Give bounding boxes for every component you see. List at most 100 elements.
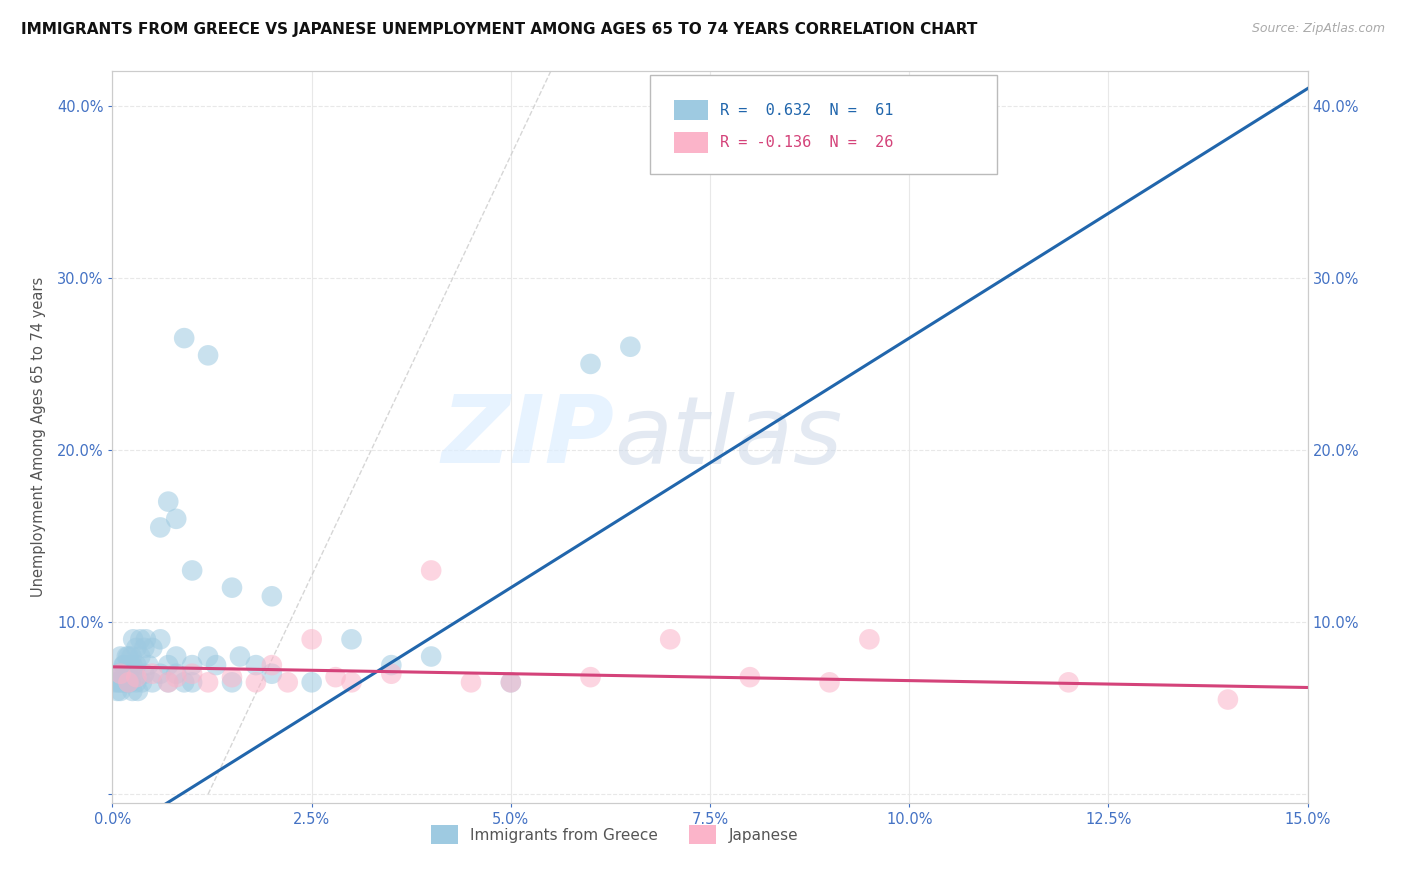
Point (120, 675, 142, 690)
Point (110, 649, 132, 664)
Point (499, 675, 522, 690)
Point (499, 675, 522, 690)
Point (135, 632, 157, 647)
Point (1216, 692, 1239, 706)
Text: IMMIGRANTS FROM GREECE VS JAPANESE UNEMPLOYMENT AMONG AGES 65 TO 74 YEARS CORREL: IMMIGRANTS FROM GREECE VS JAPANESE UNEMP… (21, 22, 977, 37)
Point (221, 670, 243, 684)
Text: R = -0.136  N =  26: R = -0.136 N = 26 (720, 135, 893, 150)
Legend: Immigrants from Greece, Japanese: Immigrants from Greece, Japanese (425, 819, 804, 850)
Point (138, 658, 160, 673)
Point (131, 675, 153, 690)
Point (221, 581, 243, 595)
Point (134, 666, 156, 681)
Point (165, 512, 187, 526)
Point (105, 666, 128, 681)
Point (157, 675, 180, 690)
Point (197, 675, 219, 690)
Point (659, 632, 682, 647)
Text: ZIP: ZIP (441, 391, 614, 483)
Point (141, 666, 163, 681)
Point (173, 331, 195, 345)
Point (197, 649, 219, 664)
Point (141, 640, 163, 655)
Point (340, 675, 363, 690)
Point (104, 675, 127, 690)
Point (165, 666, 187, 681)
Point (122, 632, 145, 647)
Point (141, 675, 163, 690)
Text: atlas: atlas (614, 392, 842, 483)
Point (125, 658, 148, 673)
Point (340, 632, 363, 647)
Point (221, 675, 243, 690)
Point (181, 658, 204, 673)
Point (114, 675, 135, 690)
Point (110, 684, 132, 698)
Point (301, 675, 323, 690)
Point (112, 658, 135, 673)
Point (121, 658, 143, 673)
Point (301, 632, 323, 647)
Point (173, 675, 195, 690)
Point (181, 666, 204, 681)
Point (110, 666, 132, 681)
Point (108, 666, 131, 681)
Point (619, 340, 641, 354)
Point (420, 564, 443, 578)
FancyBboxPatch shape (651, 75, 997, 174)
Point (129, 632, 152, 647)
Point (579, 670, 602, 684)
Point (738, 670, 761, 684)
Point (134, 640, 156, 655)
Bar (675, 132, 707, 153)
Point (107, 675, 129, 690)
Point (114, 666, 136, 681)
Point (260, 589, 283, 603)
Point (117, 675, 139, 690)
Point (380, 658, 402, 673)
Point (165, 670, 187, 684)
Point (380, 666, 402, 681)
Point (1057, 675, 1080, 690)
Point (115, 675, 138, 690)
Point (460, 675, 482, 690)
Point (122, 666, 145, 681)
Point (205, 658, 228, 673)
Point (111, 675, 134, 690)
Point (121, 684, 143, 698)
Point (260, 658, 283, 673)
Point (149, 666, 172, 681)
Point (229, 649, 252, 664)
Point (157, 658, 180, 673)
Point (125, 640, 148, 655)
Point (108, 675, 131, 690)
Point (579, 357, 602, 371)
Point (157, 494, 180, 508)
Point (181, 564, 204, 578)
Point (818, 675, 841, 690)
Point (121, 649, 143, 664)
Text: R =  0.632  N =  61: R = 0.632 N = 61 (720, 103, 893, 118)
Point (157, 675, 180, 690)
Point (181, 675, 204, 690)
Text: Source: ZipAtlas.com: Source: ZipAtlas.com (1251, 22, 1385, 36)
Point (115, 649, 138, 664)
Point (117, 666, 139, 681)
Point (125, 670, 148, 684)
Point (149, 632, 172, 647)
Point (245, 675, 267, 690)
Point (118, 658, 141, 673)
Point (420, 649, 443, 664)
Point (149, 520, 172, 534)
Bar (675, 100, 707, 120)
Point (105, 684, 128, 698)
Point (165, 649, 187, 664)
Point (277, 675, 299, 690)
Y-axis label: Unemployment Among Ages 65 to 74 years: Unemployment Among Ages 65 to 74 years (31, 277, 46, 598)
Point (111, 666, 134, 681)
Point (117, 675, 139, 690)
Point (127, 684, 149, 698)
Point (125, 675, 148, 690)
Point (117, 649, 139, 664)
Point (260, 666, 283, 681)
